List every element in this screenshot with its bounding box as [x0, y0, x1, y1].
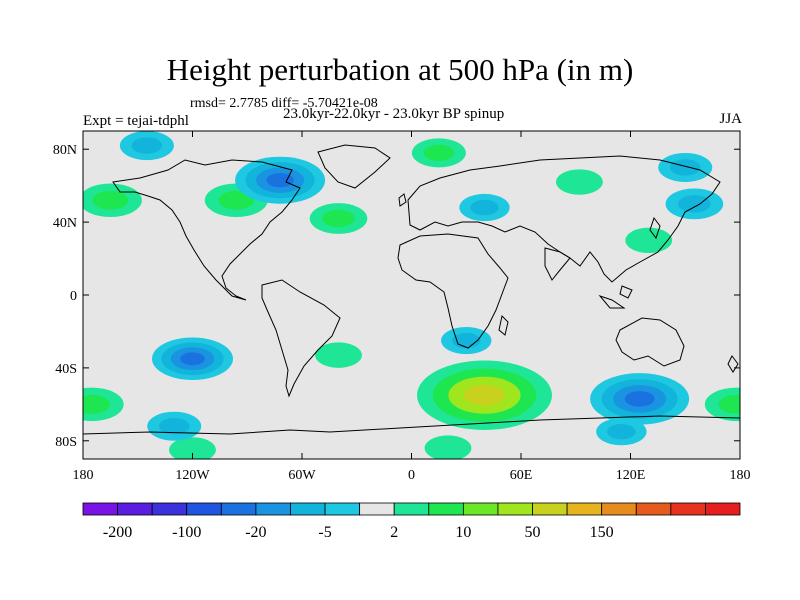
- y-tick-label: 40N: [53, 216, 77, 231]
- y-tick-label: 80S: [55, 435, 77, 450]
- colorbar-box: [601, 502, 637, 516]
- season-label: JJA: [719, 111, 742, 127]
- anomaly-cell: [556, 169, 603, 195]
- anomaly-cell: [424, 435, 472, 459]
- colorbar-label: 150: [590, 524, 614, 541]
- colorbar-box: [428, 502, 464, 516]
- anomaly-cell: [704, 387, 740, 422]
- x-tick-label: 60E: [510, 468, 533, 483]
- colorbar-label: 10: [455, 524, 471, 541]
- anomaly-cell: [665, 188, 724, 220]
- anomaly-cell: [315, 342, 362, 368]
- colorbar-label: -5: [318, 524, 331, 541]
- anomaly-cell: [625, 227, 673, 254]
- colorbar-box: [151, 502, 188, 516]
- colorbar-box: [255, 502, 291, 516]
- anomaly-cell: [235, 156, 326, 204]
- chart-subtitle: 23.0kyr-22.0kyr - 23.0kyr BP spinup: [283, 106, 505, 122]
- x-tick-label: 0: [408, 468, 415, 483]
- x-tick-label: 120W: [175, 468, 210, 483]
- colorbar-box: [462, 502, 499, 516]
- colorbar-box: [497, 502, 533, 516]
- anomaly-cell: [152, 337, 233, 381]
- colorbar-label: 2: [390, 524, 398, 541]
- coastline-map: [83, 144, 740, 435]
- anomaly-cell: [411, 138, 466, 168]
- y-tick-label: 80N: [53, 143, 77, 158]
- anomaly-cell: [459, 193, 510, 222]
- x-tick-label: 180: [73, 468, 94, 483]
- colorbar-box: [635, 502, 672, 516]
- colorbar-label: -100: [172, 524, 201, 541]
- anomaly-cell: [147, 411, 202, 441]
- colorbar-box: [117, 502, 153, 516]
- y-tick-label: 40S: [55, 362, 77, 377]
- colorbar-box: [324, 502, 361, 516]
- colorbar-box: [359, 502, 395, 516]
- anomaly-cell: [83, 387, 124, 422]
- colorbar-box: [220, 502, 257, 516]
- experiment-label: Expt = tejai-tdphl: [83, 113, 189, 129]
- colorbar-box: [290, 502, 326, 516]
- colorbar-label: -20: [245, 524, 266, 541]
- colorbar-label: 50: [525, 524, 541, 541]
- y-axis: 80N 40N 0 40S 80S: [53, 143, 740, 450]
- anomaly-cell: [417, 360, 552, 430]
- stats-line: rmsd= 2.7785 diff= -5.70421e-08: [190, 96, 378, 111]
- anomaly-cell: [309, 203, 368, 234]
- anomaly-cell: [590, 373, 690, 425]
- colorbar-box: [670, 502, 706, 516]
- anomaly-cell: [169, 437, 216, 459]
- anomaly-cell: [658, 152, 713, 182]
- chart-title: Height perturbation at 500 hPa (in m): [166, 52, 634, 87]
- anomaly-cell: [119, 131, 174, 161]
- y-tick-label: 0: [70, 289, 77, 304]
- x-tick-label: 180: [730, 468, 751, 483]
- x-axis: 180 120W 60W 0 60E 120E 180: [73, 131, 751, 483]
- colorbar-box: [186, 502, 222, 516]
- colorbar-box: [566, 502, 603, 516]
- anomaly-cell: [83, 183, 142, 217]
- colorbar-box: [705, 502, 741, 516]
- colorbar-box: [82, 502, 118, 516]
- anomaly-cell: [596, 418, 647, 446]
- x-tick-label: 60W: [288, 468, 316, 483]
- colorbar-label: -200: [103, 524, 132, 541]
- colorbar-box: [532, 502, 568, 516]
- x-tick-label: 120E: [616, 468, 646, 483]
- colorbar: -200 -100 -20 -5 2 10 50 150: [82, 502, 741, 541]
- colorbar-box: [393, 502, 430, 516]
